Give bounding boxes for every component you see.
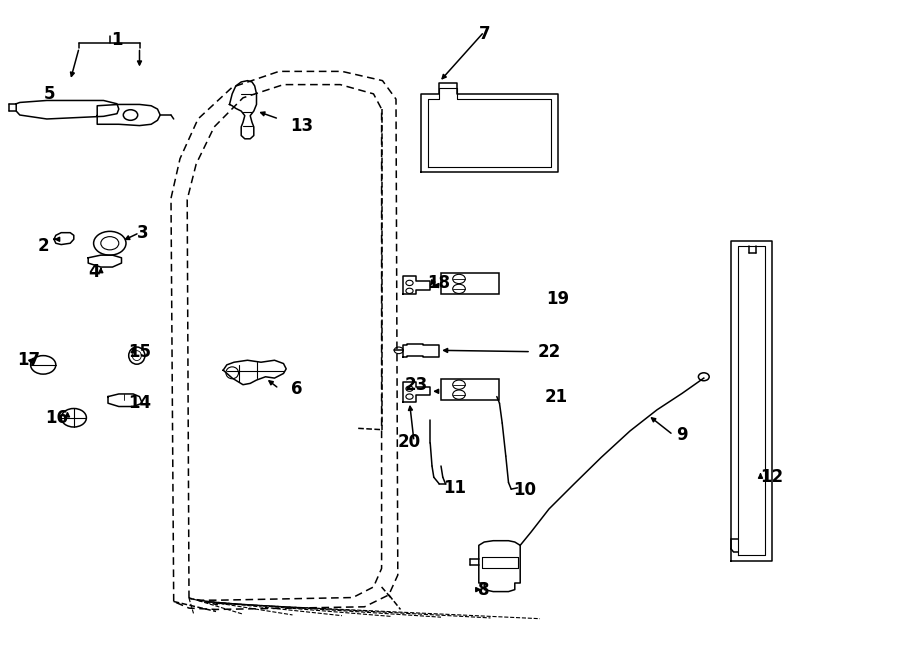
Text: 8: 8 — [479, 580, 490, 599]
Text: 15: 15 — [128, 342, 151, 361]
Text: 9: 9 — [677, 426, 688, 444]
Text: 23: 23 — [404, 375, 428, 394]
Text: 1: 1 — [112, 30, 122, 49]
Bar — [441, 273, 500, 294]
Text: 20: 20 — [398, 432, 421, 451]
Text: 10: 10 — [513, 481, 536, 500]
Text: 4: 4 — [89, 263, 100, 282]
Text: 2: 2 — [38, 237, 49, 255]
Text: 21: 21 — [544, 387, 568, 406]
Text: 22: 22 — [537, 342, 561, 361]
Text: 11: 11 — [443, 479, 466, 497]
Bar — [441, 379, 500, 400]
Text: 14: 14 — [128, 394, 151, 412]
Text: 19: 19 — [546, 290, 570, 308]
Text: 17: 17 — [17, 351, 40, 369]
Text: 5: 5 — [44, 85, 55, 103]
Text: 7: 7 — [479, 25, 490, 44]
Text: 13: 13 — [290, 116, 313, 135]
Text: 3: 3 — [137, 223, 148, 242]
Text: 16: 16 — [45, 408, 68, 427]
Text: 18: 18 — [427, 274, 450, 292]
Text: 6: 6 — [292, 379, 302, 398]
Text: 12: 12 — [760, 468, 784, 486]
